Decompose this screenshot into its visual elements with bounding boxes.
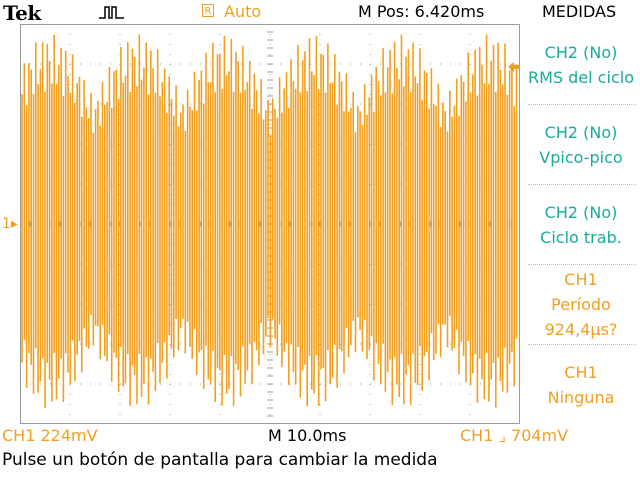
measurement-source: CH1 — [564, 363, 598, 382]
ch1-waveform — [21, 34, 518, 408]
measurement-value: 924,4µs? — [544, 320, 618, 339]
menu-divider — [528, 264, 636, 265]
trigger-mode: Auto — [224, 2, 262, 21]
measurement-slot-3[interactable]: CH2 (No) Ciclo trab. — [522, 200, 640, 250]
right-arrow-icon: ▸ — [10, 216, 18, 232]
measurement-slot-4[interactable]: CH1 Período 924,4µs? — [522, 267, 640, 342]
menu-divider — [528, 104, 636, 105]
graticule — [20, 24, 520, 424]
trigger-mode-badge: R — [202, 4, 214, 17]
measurement-type: Período — [551, 295, 611, 314]
measurement-slot-5[interactable]: CH1 Ninguna — [522, 360, 640, 410]
waveform-display — [20, 24, 520, 424]
measurement-type: RMS del ciclo — [528, 68, 634, 87]
measurement-source: CH2 (No) — [544, 123, 618, 142]
channel-scale: CH1 224mV — [2, 426, 98, 445]
measurement-type: Vpico-pico — [539, 148, 623, 167]
measurement-menu: CH2 (No) RMS del ciclo CH2 (No) Vpico-pi… — [522, 26, 640, 424]
timebase: M 10.0ms — [268, 426, 347, 445]
left-arrow-icon — [508, 62, 520, 72]
top-status-bar: Tek R Auto M Pos: 6.420ms MEDIDAS — [0, 0, 640, 25]
menu-divider — [528, 184, 636, 185]
measurement-source: CH1 — [564, 270, 598, 289]
measurement-type: Ninguna — [547, 388, 615, 407]
ch1-ground-label: 1 — [2, 216, 11, 232]
measurement-slot-2[interactable]: CH2 (No) Vpico-pico — [522, 120, 640, 170]
horizontal-position: M Pos: 6.420ms — [358, 2, 485, 21]
measurement-source: CH2 (No) — [544, 203, 618, 222]
ch1-ground-marker: 1▸ — [2, 216, 18, 232]
menu-title: MEDIDAS — [542, 2, 617, 21]
measurement-source: CH2 (No) — [544, 43, 618, 62]
measurement-type: Ciclo trab. — [540, 228, 622, 247]
measurement-slot-1[interactable]: CH2 (No) RMS del ciclo — [522, 40, 640, 90]
help-message: Pulse un botón de pantalla para cambiar … — [2, 450, 438, 470]
pulse-icon — [99, 6, 124, 19]
brand-logo: Tek — [3, 1, 41, 25]
trigger-readout: CH1 ⌟ 704mV — [460, 426, 569, 445]
menu-divider — [528, 344, 636, 345]
